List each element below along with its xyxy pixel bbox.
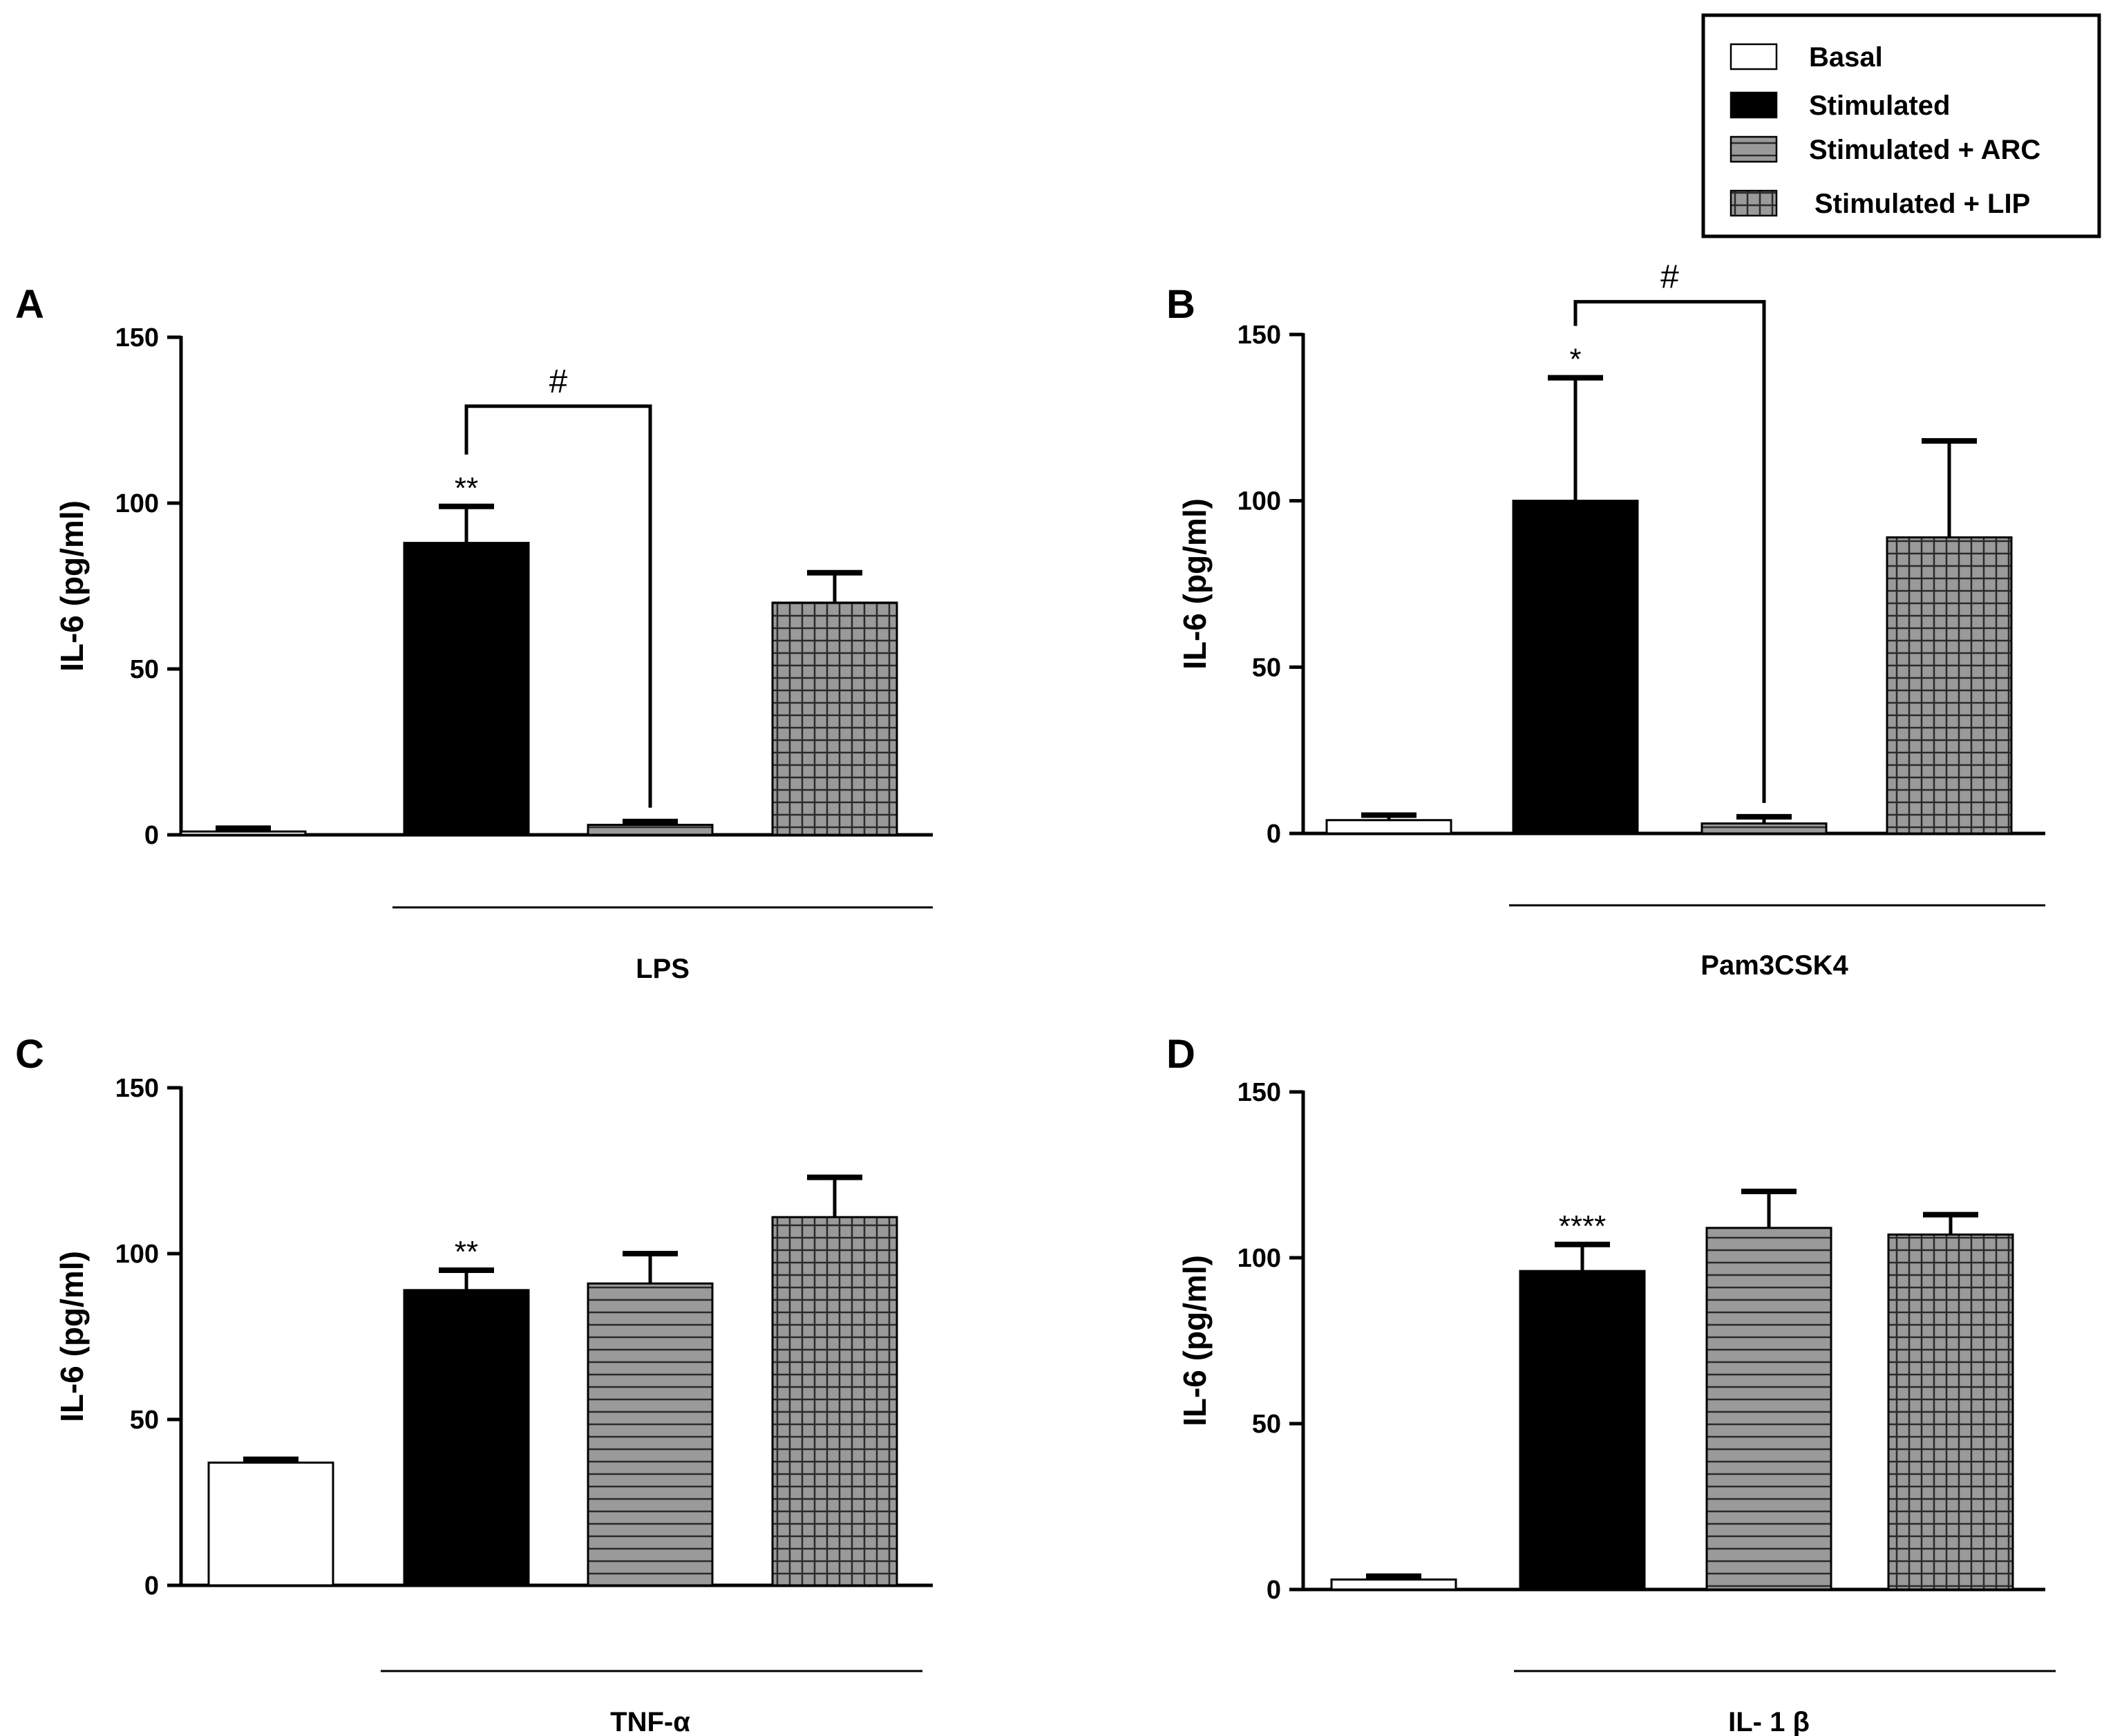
- panel-letter-d: D: [1166, 1032, 1195, 1077]
- bar-a-lip: [771, 601, 898, 836]
- y-axis-label-b: IL-6 (pg/ml): [1177, 498, 1213, 670]
- y-tick-label-c-0: 0: [144, 1572, 159, 1601]
- bar-b-stimulated: [1512, 500, 1639, 835]
- bar-c-lip: [771, 1216, 898, 1587]
- bar-d-basal: [1330, 1578, 1457, 1591]
- panel-d: D IL-6 (pg/ml) 0 50 100 150 **** IL- 1 β: [1166, 1032, 2056, 1736]
- stimulus-label-d: IL- 1 β: [1728, 1707, 1810, 1736]
- bar-d-stimulated: [1519, 1270, 1646, 1591]
- bar-c-basal: [207, 1461, 334, 1587]
- panel-letter-a: A: [15, 282, 44, 327]
- bracket-b: [1573, 300, 1766, 803]
- y-tick-label-d-150: 150: [1238, 1078, 1281, 1107]
- bar-d-arc: [1705, 1227, 1832, 1591]
- bar-b-arc: [1700, 822, 1828, 835]
- bracket-label-b: #: [1660, 259, 1679, 296]
- y-tick-label-b-100: 100: [1238, 487, 1281, 516]
- y-axis-label-a: IL-6 (pg/ml): [54, 500, 90, 672]
- y-tick-label-a-50: 50: [130, 655, 159, 684]
- y-tick-label-c-100: 100: [115, 1240, 159, 1269]
- bracket-a: [464, 404, 652, 808]
- bar-b-basal: [1325, 819, 1452, 835]
- y-tick-label-a-100: 100: [115, 489, 159, 518]
- legend-label-arc: Stimulated + ARC: [1809, 135, 2040, 165]
- legend-swatch-basal: [1730, 43, 1778, 70]
- legend-label-lip: Stimulated + LIP: [1814, 189, 2030, 219]
- bar-c-arc: [587, 1282, 714, 1587]
- bar-a-stimulated: [403, 542, 530, 836]
- panel-a: A IL-6 (pg/ml) 0 50 100 150 ** # LPS: [15, 282, 933, 984]
- y-axis-label-d: IL-6 (pg/ml): [1177, 1255, 1213, 1426]
- panel-letter-b: B: [1166, 282, 1195, 327]
- bar-a-basal: [180, 830, 307, 836]
- y-tick-label-a-0: 0: [144, 821, 159, 850]
- panel-c: C IL-6 (pg/ml) 0 50 100 150 ** TNF-α: [15, 1032, 933, 1736]
- significance-a-stimulated: **: [455, 471, 478, 505]
- y-tick-label-d-100: 100: [1238, 1244, 1281, 1273]
- y-axis-label-c: IL-6 (pg/ml): [54, 1251, 90, 1422]
- significance-b-stimulated: *: [1569, 343, 1581, 377]
- panels: A IL-6 (pg/ml) 0 50 100 150 ** # LPS B IL-6 (pg/ml…: [15, 259, 2056, 1736]
- y-tick-label-d-0: 0: [1267, 1576, 1281, 1605]
- legend-swatch-lip: [1730, 189, 1778, 217]
- bar-d-lip: [1887, 1233, 2014, 1591]
- significance-c-stimulated: **: [455, 1235, 478, 1269]
- y-tick-label-c-50: 50: [130, 1406, 159, 1435]
- y-tick-label-b-50: 50: [1252, 653, 1281, 682]
- significance-d-stimulated: ****: [1559, 1209, 1607, 1243]
- stimulus-label-c: TNF-α: [610, 1707, 690, 1736]
- y-tick-label-a-150: 150: [115, 323, 159, 352]
- y-tick-label-c-150: 150: [115, 1074, 159, 1103]
- panel-b: B IL-6 (pg/ml) 0 50 100 150 * # Pam3CSK4: [1166, 259, 2045, 981]
- panel-letter-c: C: [15, 1032, 44, 1077]
- y-tick-label-d-50: 50: [1252, 1410, 1281, 1439]
- legend-swatch-arc: [1730, 135, 1778, 163]
- legend-label-stimulated: Stimulated: [1809, 91, 1950, 121]
- y-tick-label-b-150: 150: [1238, 321, 1281, 350]
- bracket-label-a: #: [549, 364, 568, 400]
- legend-label-basal: Basal: [1809, 42, 1883, 73]
- legend-swatch-stimulated: [1730, 91, 1778, 119]
- bar-c-stimulated: [403, 1289, 530, 1587]
- stimulus-label-b: Pam3CSK4: [1700, 950, 1848, 981]
- stimulus-label-a: LPS: [636, 954, 690, 984]
- y-tick-label-b-0: 0: [1267, 820, 1281, 849]
- legend: Basal Stimulated Stimulated + ARC Stimul…: [1701, 13, 2101, 238]
- bar-b-lip: [1886, 536, 2013, 835]
- bar-a-arc: [587, 824, 714, 836]
